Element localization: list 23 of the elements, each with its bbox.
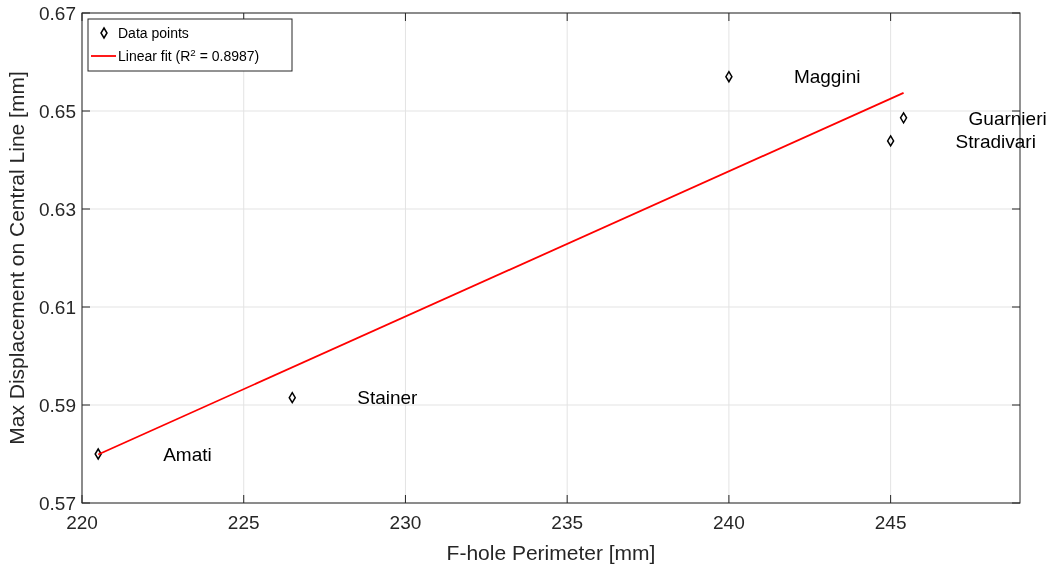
annotation: Amati — [163, 443, 212, 465]
x-tick-label: 240 — [713, 512, 745, 533]
x-tick-label: 245 — [874, 512, 907, 533]
x-tick-label: 225 — [227, 512, 260, 533]
x-tick-label: 220 — [66, 512, 98, 533]
point — [886, 135, 895, 147]
y-tick-label: 0.63 — [39, 198, 76, 220]
point — [899, 112, 908, 124]
x-tick-label: 230 — [389, 512, 422, 533]
legend-label: Data points — [118, 24, 189, 41]
y-tick-label: 0.61 — [39, 296, 76, 318]
y-tick-label: 0.59 — [39, 394, 76, 416]
annotation: Stradivari — [955, 130, 1036, 152]
x-axis-title: F-hole Perimeter [mm] — [446, 541, 656, 564]
x-tick-label: 235 — [551, 512, 584, 533]
annotation: Maggini — [793, 66, 861, 88]
y-tick-label: 0.67 — [39, 2, 76, 24]
annotation: Stainer — [357, 387, 419, 409]
legend-label: Linear fit (R$^{2}$ = 0.8987) — [118, 46, 260, 64]
y-axis-title: Max Displacement on Central Line [mm] — [5, 71, 28, 445]
y-tick-label: 0.65 — [39, 100, 76, 122]
annotation: Guarnieri — [968, 107, 1047, 129]
y-tick-label: 0.57 — [39, 492, 76, 514]
